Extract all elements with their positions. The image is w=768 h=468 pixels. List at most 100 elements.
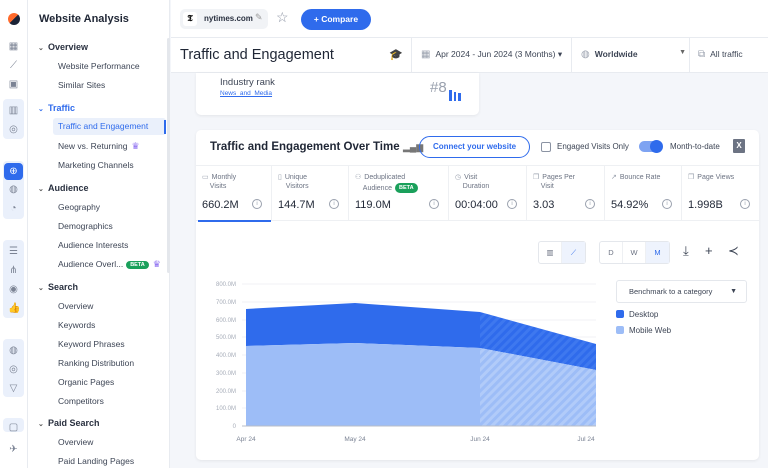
connect-website-button[interactable]: Connect your website — [419, 136, 530, 158]
month-to-date-toggle[interactable] — [639, 140, 663, 153]
thumbs-up-icon[interactable]: 👍 — [8, 303, 21, 314]
search-analysis-icon[interactable]: ◎ — [9, 124, 18, 135]
legend-desktop[interactable]: Desktop — [616, 310, 658, 319]
date-range-picker[interactable]: ▦ Apr 2024 - Jun 2024 (3 Months) ▾ — [421, 49, 563, 60]
granularity-week[interactable]: W — [623, 242, 646, 263]
industry-rank-value: #8 — [430, 79, 447, 96]
metrics-row: ▭ Monthly Visits 660.2M i ▯ Unique Visitor… — [196, 165, 759, 222]
network-icon[interactable]: ⋔ — [9, 265, 18, 276]
image-chart-icon[interactable]: ▣ — [8, 79, 19, 90]
info-icon[interactable]: i — [252, 199, 262, 209]
sidebar-item-audience-interests[interactable]: Audience Interests — [58, 240, 129, 250]
sidebar-item-paid-landing-pages[interactable]: Paid Landing Pages — [58, 456, 135, 466]
metric-page-views[interactable]: ❐ Page Views 1.998B i — [682, 166, 759, 221]
granularity-day[interactable]: D — [600, 242, 623, 263]
category-link[interactable]: News_and_Media — [220, 90, 273, 97]
svg-text:400.0M: 400.0M — [216, 353, 236, 359]
section-audience[interactable]: ⌄ Audience — [38, 183, 89, 193]
globe-icon: ◍ — [581, 49, 590, 60]
edit-icon[interactable]: ✎ — [255, 12, 263, 22]
pie-icon[interactable]: ◔ — [10, 203, 17, 214]
funnel-icon[interactable]: ▽ — [9, 383, 18, 394]
sidebar-item-similar-sites[interactable]: Similar Sites — [58, 80, 106, 90]
sidebar-item-demographics[interactable]: Demographics — [58, 221, 113, 231]
rocket-icon[interactable]: ✈ — [9, 444, 18, 455]
desktop-area-partial — [480, 312, 596, 370]
site-selector[interactable]: 𝕿 nytimes.com ✎ — [180, 9, 268, 29]
rank-bars-icon — [449, 83, 463, 101]
chevron-down-icon: ⌄ — [38, 186, 44, 193]
industry-rank-label: Industry rank — [220, 77, 275, 88]
sidebar-item-marketing-channels[interactable]: Marketing Channels — [58, 160, 134, 170]
country-select[interactable]: ◍ Worldwide ▼ — [581, 49, 686, 60]
site-domain: nytimes.com — [204, 14, 253, 23]
month-to-date-label: Month-to-date — [670, 142, 720, 151]
benchmark-dropdown[interactable]: Benchmark to a category ▼ — [616, 280, 747, 303]
chevron-down-icon: ⌄ — [38, 421, 44, 428]
line-chart-icon[interactable]: ⟋ — [562, 242, 585, 263]
info-icon[interactable]: i — [585, 199, 595, 209]
sidebar-item-organic-pages[interactable]: Organic Pages — [58, 377, 115, 387]
traffic-source-select[interactable]: ⧉ All traffic — [698, 49, 743, 60]
section-traffic[interactable]: ⌄ Traffic — [38, 103, 76, 113]
keyword-search-icon[interactable]: ☰ — [9, 246, 18, 257]
site-favicon: 𝕿 — [183, 12, 197, 26]
add-icon[interactable]: + — [705, 243, 713, 258]
sidebar-item-new-vs-returning[interactable]: New vs. Returning ♛ — [58, 141, 140, 151]
svg-text:Jun 24: Jun 24 — [470, 436, 490, 443]
granularity-toggle: D W M — [599, 241, 670, 264]
star-icon[interactable]: ☆ — [276, 9, 289, 25]
excel-export-icon[interactable]: X — [733, 139, 745, 153]
sidebar-item-website-performance[interactable]: Website Performance — [58, 61, 140, 71]
sidebar-item-keywords[interactable]: Keywords — [58, 320, 96, 330]
engaged-visits-checkbox[interactable] — [541, 142, 551, 152]
info-icon[interactable]: i — [507, 199, 517, 209]
metric-unique-visitors[interactable]: ▯ Unique Visitors 144.7M i — [272, 166, 349, 221]
info-icon[interactable]: i — [740, 199, 750, 209]
sidebar-item-competitors[interactable]: Competitors — [58, 396, 104, 406]
metric-pages-per-visit[interactable]: ❐ Pages Per Visit 3.03 i — [527, 166, 605, 221]
graduation-cap-icon[interactable]: 🎓 — [389, 49, 403, 61]
clock-icon: ◷ — [455, 174, 462, 181]
target-search-icon[interactable]: ◉ — [9, 284, 18, 295]
sidebar-item-traffic-and-engagement[interactable]: Traffic and Engagement — [53, 118, 166, 135]
sidebar-item-geography[interactable]: Geography — [58, 202, 101, 212]
metric-value: 119.0M — [355, 199, 391, 211]
info-icon[interactable]: i — [662, 199, 672, 209]
metric-value: 00:04:00 — [455, 199, 498, 211]
granularity-month[interactable]: M — [646, 242, 669, 263]
globe-icon[interactable]: ⊕ — [4, 163, 23, 180]
logo[interactable] — [8, 13, 20, 25]
sidebar-item-ranking-distribution[interactable]: Ranking Distribution — [58, 358, 135, 368]
signal-icon: ▂▄▆ — [403, 142, 424, 152]
svg-text:May 24: May 24 — [344, 436, 366, 443]
bar-chart-icon[interactable]: ▥ — [8, 105, 19, 116]
legend-mobile-web[interactable]: Mobile Web — [616, 326, 671, 335]
section-search[interactable]: ⌄ Search — [38, 282, 79, 292]
sidebar-item-search-overview[interactable]: Overview — [58, 301, 94, 311]
metric-visit-duration[interactable]: ◷ Visit Duration 00:04:00 i — [449, 166, 527, 221]
metric-deduplicated-audience[interactable]: ⚇ Deduplicated Audience BETA 119.0M i — [349, 166, 449, 221]
share-icon[interactable]: ≺ — [728, 243, 739, 258]
calendar-icon[interactable]: ▢ — [8, 422, 19, 433]
user-icon[interactable]: ◍ — [9, 345, 18, 356]
compare-button[interactable]: + Compare — [301, 9, 371, 30]
sidebar-scrollbar[interactable] — [167, 38, 170, 273]
sidebar-item-audience-overlap[interactable]: Audience Overl... BETA ♛ — [58, 259, 161, 269]
info-icon[interactable]: i — [429, 199, 439, 209]
sidebar-item-keyword-phrases[interactable]: Keyword Phrases — [58, 339, 125, 349]
download-icon[interactable]: ⤓ — [683, 243, 689, 258]
dashboard-icon[interactable]: ▦ — [8, 41, 19, 52]
sidebar-item-paid-overview[interactable]: Overview — [58, 437, 94, 447]
metric-monthly-visits[interactable]: ▭ Monthly Visits 660.2M i — [196, 166, 272, 222]
search-icon[interactable]: ◎ — [9, 364, 18, 375]
trend-icon[interactable]: ⟋ — [10, 60, 17, 71]
audience-icon[interactable]: ◍ — [9, 184, 18, 195]
mobile-web-area-partial — [480, 348, 596, 426]
metric-bounce-rate[interactable]: ↗ Bounce Rate 54.92% i — [605, 166, 682, 221]
bar-chart-icon[interactable]: ▥ — [539, 242, 562, 263]
mobile-web-area — [246, 343, 480, 426]
section-paid-search[interactable]: ⌄ Paid Search — [38, 418, 100, 428]
info-icon[interactable]: i — [329, 199, 339, 209]
section-overview[interactable]: ⌄ Overview — [38, 42, 89, 52]
